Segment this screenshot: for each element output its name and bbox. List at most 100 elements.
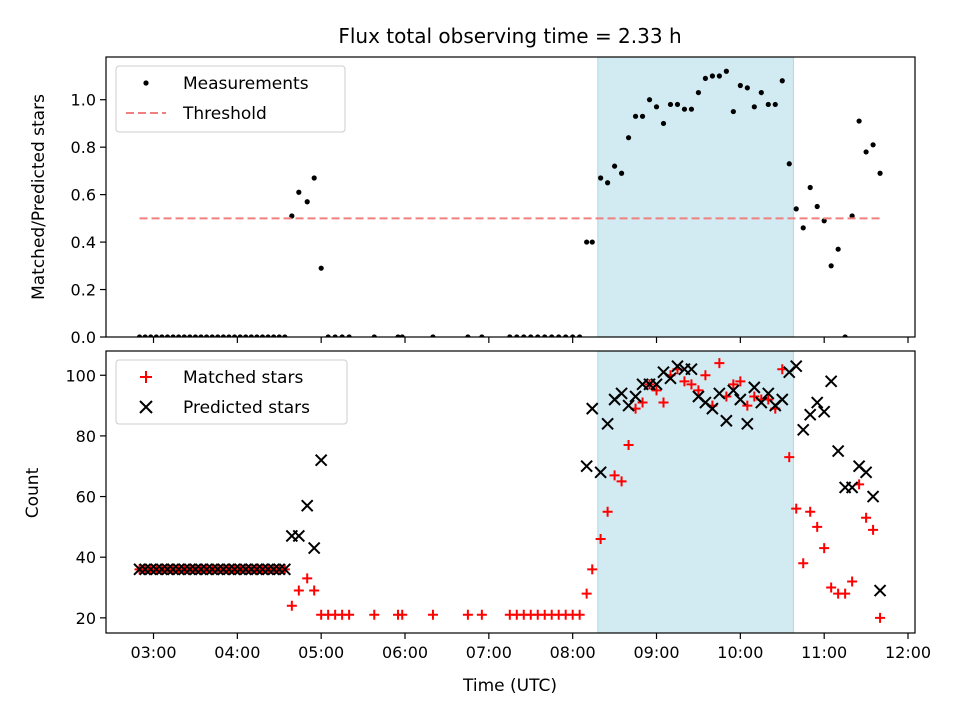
measurement-point — [556, 334, 562, 337]
legend-label: Predicted stars — [183, 398, 310, 418]
measurement-point — [311, 175, 317, 181]
predicted-stars-point — [267, 563, 280, 576]
matched-stars-point — [812, 521, 823, 532]
measurement-point — [793, 206, 799, 212]
measurement-point — [142, 334, 148, 337]
measurement-point — [835, 246, 841, 252]
measurement-point — [204, 334, 210, 337]
y-tick-label: 1.0 — [71, 91, 96, 110]
measurement-point — [181, 334, 187, 337]
matched-stars-point — [700, 370, 711, 381]
measurement-point — [646, 97, 653, 103]
matched-stars-point — [693, 385, 704, 396]
predicted-stars-point — [762, 387, 775, 400]
measurement-point — [688, 106, 695, 112]
measurement-point — [271, 334, 277, 337]
predicted-stars-point — [256, 563, 269, 576]
matched-stars-point — [595, 534, 606, 544]
measurement-point — [136, 334, 143, 337]
predicted-stars-point — [278, 563, 292, 576]
measurement-point — [695, 89, 702, 96]
measurement-point — [209, 334, 215, 337]
measurement-point — [248, 334, 254, 337]
predicted-stars-point — [873, 584, 887, 597]
y-axis-label-bottom: Count — [23, 467, 43, 518]
y-tick-label: 0.4 — [71, 233, 96, 252]
matched-stars-point — [847, 576, 858, 587]
x-tick-label: 07:00 — [466, 643, 512, 662]
predicted-stars-point — [178, 563, 191, 576]
measurement-point — [332, 334, 338, 337]
matched-stars-point — [728, 379, 739, 390]
measurement-point — [549, 334, 555, 337]
measurement-point — [153, 334, 159, 337]
predicted-stars-point — [776, 393, 789, 406]
predicted-stars-point — [194, 563, 208, 576]
measurement-point — [877, 170, 883, 176]
measurement-point — [399, 334, 405, 337]
x-tick-label: 03:00 — [130, 643, 176, 662]
predicted-stars-point — [601, 417, 614, 430]
predicted-stars-point — [222, 563, 236, 576]
predicted-stars-point — [755, 396, 768, 409]
matched-stars-point — [302, 573, 313, 584]
measurement-point — [226, 334, 232, 337]
y-tick-label: 40 — [76, 548, 96, 567]
measurement-point — [716, 73, 722, 79]
predicted-stars-point — [594, 466, 607, 479]
legend-predicted-swatch — [139, 400, 153, 414]
matched-stars-point — [602, 506, 613, 517]
legend-label: Measurements — [183, 74, 309, 94]
x-tick-label: 04:00 — [214, 643, 260, 662]
measurement-point — [187, 334, 193, 337]
matched-stars-point — [798, 558, 809, 569]
x-tick-label: 09:00 — [633, 643, 679, 662]
measurement-point — [465, 334, 471, 337]
measurement-point — [744, 85, 750, 91]
measurement-point — [772, 101, 778, 108]
predicted-stars-point — [250, 563, 264, 576]
matched-stars-point — [581, 588, 592, 599]
matched-stars-point — [651, 385, 662, 396]
measurement-point — [535, 334, 541, 337]
measurement-point — [639, 113, 646, 119]
measurement-point — [215, 334, 221, 337]
measurement-point — [709, 73, 716, 79]
x-tick-label: 05:00 — [298, 643, 344, 662]
x-tick-label: 10:00 — [717, 643, 763, 662]
measurement-point — [632, 113, 639, 119]
legend-box — [115, 65, 346, 133]
chart-title: Flux total observing time = 2.33 h — [338, 24, 681, 48]
measurement-point — [625, 135, 632, 141]
legend-box — [115, 359, 348, 425]
predicted-stars-point — [133, 563, 146, 576]
predicted-stars-point — [706, 402, 719, 415]
matched-stars-point — [805, 506, 816, 517]
measurement-point — [814, 203, 820, 210]
measurement-point — [584, 239, 590, 245]
measurement-point — [660, 120, 667, 127]
matched-stars-point — [714, 358, 725, 369]
matched-stars-point — [616, 476, 627, 487]
measurement-point — [702, 75, 709, 81]
measurement-point — [176, 334, 182, 337]
predicted-stars-point — [138, 563, 152, 576]
matched-stars-point — [840, 588, 851, 599]
measurement-point — [296, 189, 302, 195]
legend-label: Matched stars — [183, 368, 303, 388]
matched-stars-point — [587, 564, 598, 575]
matched-stars-point — [293, 585, 304, 596]
measurement-point — [737, 82, 743, 89]
predicted-stars-point — [797, 423, 810, 437]
measurement-point — [849, 213, 855, 219]
matched-stars-point — [686, 379, 697, 390]
predicted-stars-point — [150, 563, 163, 576]
measurement-point — [723, 68, 729, 74]
matched-stars-point — [658, 397, 669, 408]
measurement-point — [339, 334, 345, 337]
measurement-point — [856, 118, 862, 124]
predicted-stars-point — [233, 563, 247, 576]
legend-measurement-swatch — [143, 80, 149, 86]
predicted-stars-point — [144, 563, 157, 576]
